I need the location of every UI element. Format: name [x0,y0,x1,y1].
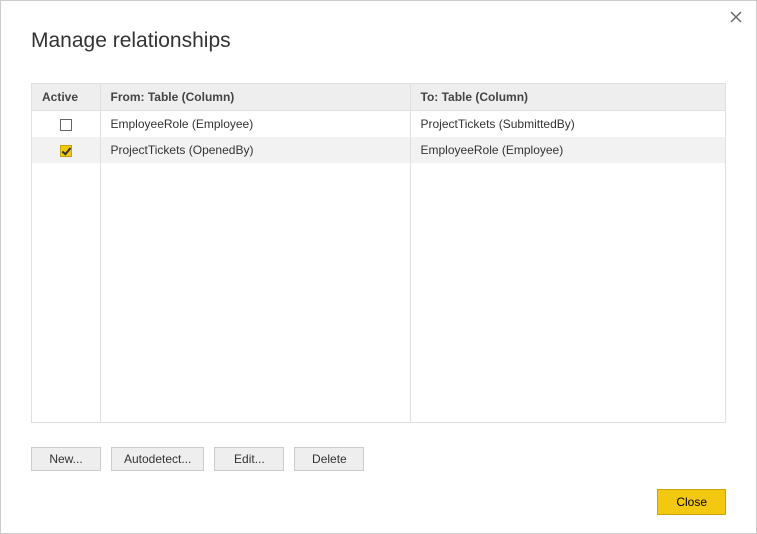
delete-button[interactable]: Delete [294,447,364,471]
to-cell: ProjectTickets (SubmittedBy) [410,111,725,138]
manage-relationships-dialog: Manage relationships Active From: Table … [0,0,757,534]
close-button[interactable]: Close [657,489,726,515]
edit-button[interactable]: Edit... [214,447,284,471]
new-button[interactable]: New... [31,447,101,471]
col-header-from[interactable]: From: Table (Column) [100,84,410,111]
to-cell: EmployeeRole (Employee) [410,137,725,163]
table-row[interactable]: ProjectTickets (OpenedBy) EmployeeRole (… [32,137,725,163]
table-row[interactable]: EmployeeRole (Employee) ProjectTickets (… [32,111,725,138]
close-icon[interactable] [730,11,742,23]
col-header-active[interactable]: Active [32,84,100,111]
relationships-table: Active From: Table (Column) To: Table (C… [31,83,726,423]
from-cell: EmployeeRole (Employee) [100,111,410,138]
action-bar: New... Autodetect... Edit... Delete [31,447,364,471]
dialog-title: Manage relationships [31,29,756,53]
autodetect-button[interactable]: Autodetect... [111,447,204,471]
col-header-to[interactable]: To: Table (Column) [410,84,725,111]
active-checkbox[interactable] [60,119,72,131]
active-checkbox[interactable] [60,145,72,157]
from-cell: ProjectTickets (OpenedBy) [100,137,410,163]
